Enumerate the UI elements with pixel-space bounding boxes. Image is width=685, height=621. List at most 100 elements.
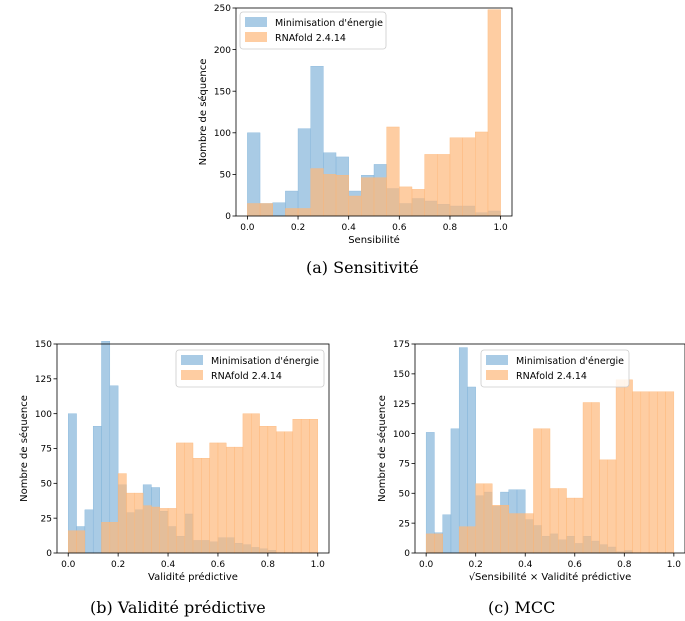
bar	[176, 442, 185, 554]
y-tick-label: 100	[393, 430, 410, 440]
bar	[323, 174, 337, 217]
y-tick-label: 50	[41, 480, 53, 490]
bar	[449, 137, 463, 217]
x-tick-label: 0.4	[342, 223, 357, 233]
bar	[134, 492, 144, 554]
y-tick-label: 150	[35, 340, 52, 350]
bar	[101, 341, 111, 554]
bar	[234, 446, 244, 554]
bar	[142, 505, 152, 554]
bar	[373, 177, 387, 217]
x-tick-label: 0.8	[261, 560, 276, 570]
bar	[259, 426, 269, 554]
y-tick-label: 50	[399, 489, 411, 499]
x-axis-label: Sensibilité	[348, 234, 400, 246]
y-tick-label: 125	[35, 375, 52, 385]
x-tick-label: 0.8	[443, 223, 458, 233]
bar	[437, 154, 451, 217]
bar	[574, 497, 584, 554]
y-tick-label: 25	[399, 519, 410, 529]
bar	[492, 505, 501, 554]
bar	[285, 208, 299, 217]
bar	[500, 505, 509, 554]
bar	[361, 177, 375, 217]
legend-swatch	[486, 370, 508, 380]
x-tick-label: 1.0	[493, 223, 508, 233]
bar	[399, 186, 413, 217]
bar	[109, 522, 119, 554]
bar	[284, 431, 294, 554]
bar	[292, 419, 302, 554]
bar	[411, 189, 425, 217]
y-tick-label: 75	[41, 445, 52, 455]
bar	[516, 513, 526, 554]
y-tick-label: 0	[46, 549, 52, 559]
x-tick-label: 0.8	[617, 560, 632, 570]
bar	[348, 195, 362, 217]
bar	[541, 428, 551, 554]
bar	[335, 175, 349, 217]
bar	[632, 391, 642, 554]
y-tick-label: 75	[399, 460, 410, 470]
bar	[458, 526, 468, 554]
y-tick-label: 200	[214, 46, 231, 56]
y-tick-label: 175	[393, 340, 410, 350]
series-1	[68, 413, 318, 554]
bar	[582, 402, 592, 554]
legend-swatch	[486, 355, 508, 365]
chart-2: 0.0 0.2 0.4 0.6 0.8 1.0 0 25 50 75 100 125 150 175 √Se…	[376, 340, 685, 583]
bar	[462, 137, 476, 217]
bar	[434, 533, 443, 554]
bar	[425, 533, 435, 554]
x-axis-label: Validité prédictive	[148, 571, 238, 583]
y-tick-label: 50	[220, 171, 232, 181]
legend-swatch	[245, 17, 267, 27]
chart-1: 0.0 0.2 0.4 0.6 0.8 1.0 0 25 50 75 100 125 150 Validi…	[18, 340, 330, 583]
y-tick-label: 0	[404, 549, 410, 559]
bar	[84, 509, 94, 554]
x-tick-label: 0.0	[61, 560, 76, 570]
x-tick-label: 0.4	[161, 560, 176, 570]
legend-box	[175, 349, 325, 388]
bar	[665, 391, 675, 554]
bar	[386, 126, 400, 217]
bar	[648, 391, 658, 554]
bar	[533, 428, 542, 554]
chart-0: 0.0 0.2 0.4 0.6 0.8 1.0 0 50 100 150 200 250 Sensibi…	[197, 4, 513, 246]
caption-predictive-validity: (b) Validité prédictive	[90, 598, 266, 617]
bar	[217, 442, 227, 554]
bar	[126, 492, 135, 554]
bar	[591, 402, 600, 554]
y-tick-label: 125	[393, 400, 410, 410]
bar	[640, 391, 650, 554]
series-1	[247, 9, 501, 217]
legend-label: Minimisation d'énergie	[516, 356, 624, 367]
bar	[424, 154, 438, 217]
axes-frame	[235, 7, 513, 217]
bar	[525, 513, 534, 554]
axes-frame	[414, 343, 685, 554]
legend-label: RNAfold 2.4.14	[275, 33, 346, 44]
bar	[483, 483, 493, 554]
bar	[251, 413, 260, 554]
bar	[226, 446, 235, 554]
bar	[68, 530, 77, 554]
bar	[101, 522, 111, 554]
y-tick-label: 100	[35, 410, 52, 420]
caption-mcc: (c) MCC	[488, 598, 556, 617]
bar	[467, 526, 476, 554]
bar	[247, 203, 261, 217]
bar	[508, 513, 518, 554]
y-axis-label: Nombre de séquence	[18, 395, 30, 502]
bar	[487, 9, 501, 217]
x-tick-label: 0.2	[111, 560, 125, 570]
bar	[458, 347, 468, 554]
bar	[117, 473, 127, 554]
bar	[209, 442, 219, 554]
bar	[599, 459, 608, 554]
y-tick-label: 25	[41, 514, 52, 524]
legend-box	[239, 11, 387, 50]
bar	[272, 202, 286, 217]
legend-swatch	[181, 355, 203, 365]
